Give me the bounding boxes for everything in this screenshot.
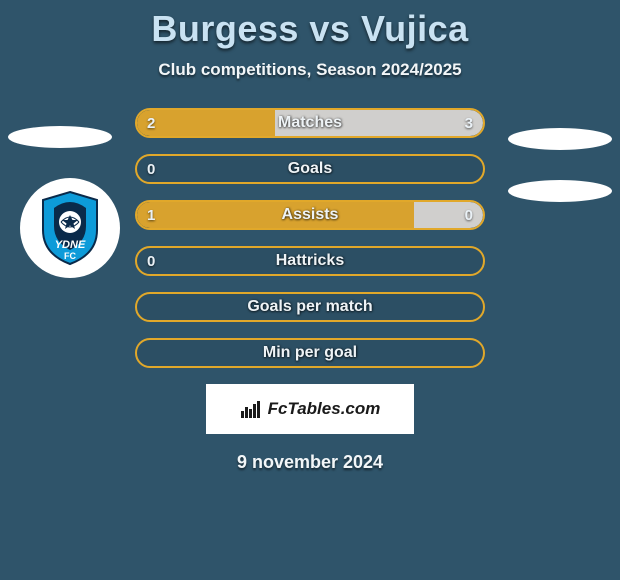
page-title: Burgess vs Vujica xyxy=(0,0,620,50)
svg-text:YDNE: YDNE xyxy=(55,239,86,251)
bars-icon xyxy=(240,400,262,418)
stat-value-left: 0 xyxy=(137,156,165,182)
player-left-placeholder xyxy=(8,126,112,148)
stat-label: Hattricks xyxy=(137,248,483,274)
stat-label: Goals xyxy=(137,156,483,182)
svg-text:FC: FC xyxy=(64,251,76,261)
stat-label: Assists xyxy=(137,202,483,228)
stat-row: Hattricks0 xyxy=(135,246,485,276)
club-badge: YDNE FC xyxy=(20,178,120,278)
stat-label: Min per goal xyxy=(137,340,483,366)
stat-row: Assists1 0 xyxy=(135,200,485,230)
stats-container: Matches23Goals0Assists10Hattricks0Goals … xyxy=(135,108,485,368)
brand-box: FcTables.com xyxy=(206,384,414,434)
stat-value-right: 3 xyxy=(455,110,483,136)
stat-value-left: 1 xyxy=(137,202,165,228)
stat-value-left: 2 xyxy=(137,110,165,136)
stat-value-left: 0 xyxy=(137,248,165,274)
player-right-placeholder-1 xyxy=(508,128,612,150)
player-right-placeholder-2 xyxy=(508,180,612,202)
stat-row: Min per goal xyxy=(135,338,485,368)
stat-row: Goals per match xyxy=(135,292,485,322)
brand-text: FcTables.com xyxy=(268,399,381,419)
date-text: 9 november 2024 xyxy=(0,452,620,473)
stat-row: Goals0 xyxy=(135,154,485,184)
stat-label: Goals per match xyxy=(137,294,483,320)
stat-label: Matches xyxy=(137,110,483,136)
stat-value-right: 0 xyxy=(455,202,483,228)
stat-row: Matches2 3 xyxy=(135,108,485,138)
shield-icon: YDNE FC xyxy=(39,190,101,266)
subtitle: Club competitions, Season 2024/2025 xyxy=(0,60,620,80)
